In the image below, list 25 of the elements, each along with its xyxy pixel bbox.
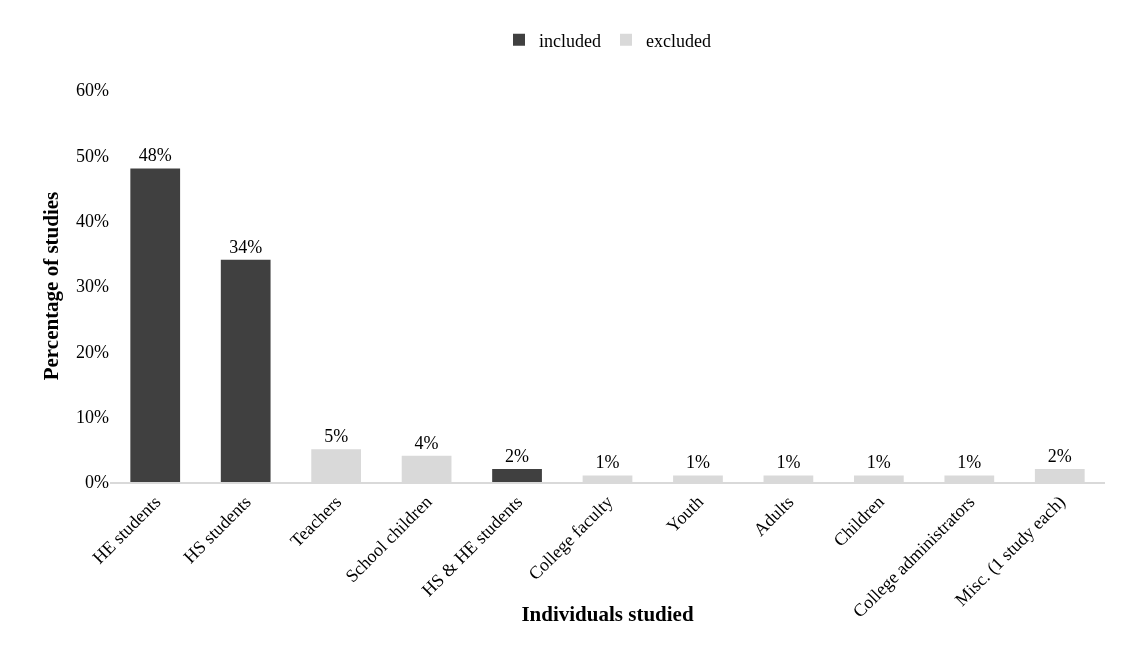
data-label: 1% — [595, 452, 620, 473]
y-tick-label: 60% — [76, 80, 109, 101]
legend-label: included — [539, 30, 601, 51]
y-tick-label: 40% — [76, 210, 109, 231]
data-label: 1% — [866, 452, 891, 473]
y-tick-label: 30% — [76, 276, 109, 297]
data-label: 1% — [776, 452, 801, 473]
y-tick-label: 50% — [76, 145, 109, 166]
legend-label: excluded — [645, 30, 711, 51]
y-tick-label: 10% — [76, 406, 109, 427]
data-label: 2% — [1047, 445, 1072, 466]
y-axis-title: Percentage of studies — [39, 191, 63, 381]
data-label: 34% — [229, 236, 263, 257]
bar — [220, 259, 271, 482]
data-label: 1% — [957, 452, 982, 473]
bar — [130, 168, 181, 482]
data-label: 5% — [324, 426, 349, 447]
data-label: 48% — [138, 145, 172, 166]
data-label: 2% — [505, 445, 530, 466]
bar — [492, 468, 542, 482]
x-axis-title: Individuals studied — [521, 602, 694, 627]
y-tick-label: 20% — [76, 341, 109, 362]
data-label: 1% — [685, 452, 710, 473]
data-label: 4% — [414, 432, 439, 453]
y-tick-label: 0% — [85, 472, 109, 493]
